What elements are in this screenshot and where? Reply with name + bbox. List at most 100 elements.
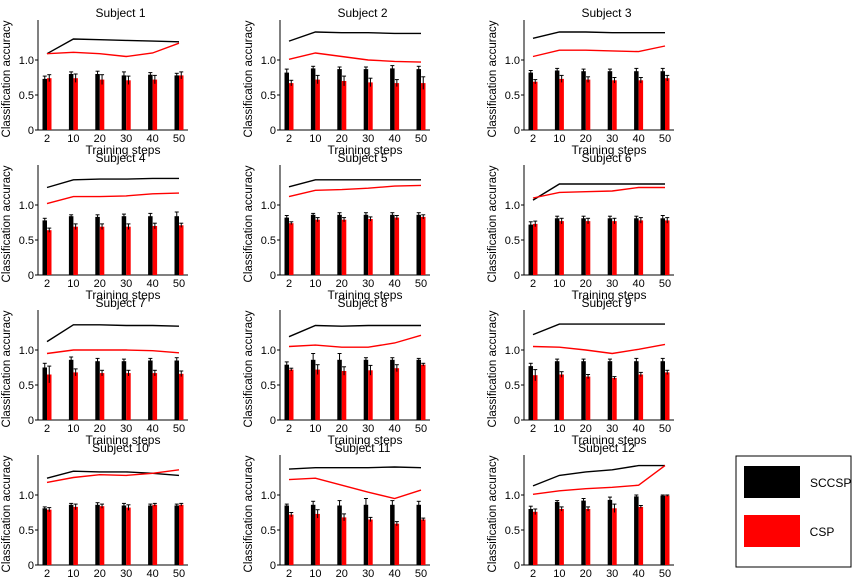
bar-sccsp-20 [581, 71, 586, 130]
bar-sccsp-30 [363, 359, 369, 420]
legend: SCCSP CSP [735, 455, 852, 568]
bar-sccsp-10 [68, 216, 74, 275]
bar-sccsp-30 [607, 361, 613, 420]
bar-csp-50 [179, 373, 184, 420]
bar-csp-20 [341, 81, 347, 130]
x-tick-label: 50 [415, 423, 427, 435]
bar-csp-10 [559, 374, 564, 420]
bar-sccsp-30 [363, 214, 369, 275]
line-sccsp [46, 177, 179, 189]
y-axis-label: Classification accuracy [243, 20, 255, 137]
y-tick-label: 0 [28, 415, 34, 427]
bar-csp-50 [179, 504, 184, 565]
line-csp [46, 42, 180, 58]
x-tick-label: 2 [286, 133, 292, 145]
line-sccsp [46, 324, 180, 343]
y-tick-label: 0.5 [261, 235, 276, 247]
bar-csp-40 [638, 374, 644, 420]
bar-csp-40 [152, 504, 158, 565]
x-tick-label: 30 [362, 568, 374, 579]
x-tick-label: 50 [173, 568, 185, 579]
line-csp [288, 334, 422, 348]
x-tick-label: 30 [606, 423, 618, 435]
y-tick-label: 0.5 [261, 380, 276, 392]
chart-title: Subject 9 [581, 296, 631, 310]
x-axis-label: Training steps [572, 143, 647, 157]
bar-csp-10 [73, 506, 78, 565]
bar-sccsp-20 [95, 216, 100, 275]
x-tick-label: 40 [388, 278, 400, 290]
x-tick-label: 50 [173, 278, 185, 290]
line-csp [46, 192, 180, 205]
y-tick-label: 0.5 [19, 235, 34, 247]
bar-sccsp-20 [95, 504, 100, 565]
subplot-8: Subject 8 Classification accuracy 0 0.5 1.0 2… [243, 296, 430, 447]
line-csp [532, 186, 665, 199]
x-tick-label: 10 [553, 423, 565, 435]
x-tick-label: 2 [530, 133, 536, 145]
x-tick-label: 50 [659, 278, 671, 290]
x-tick-label: 30 [362, 278, 374, 290]
bar-csp-50 [665, 495, 670, 565]
subplot-3: Subject 3 Classification accuracy 0 0.5 1.0 2… [487, 6, 674, 157]
line-sccsp [46, 470, 180, 479]
x-tick-label: 2 [530, 278, 536, 290]
subplot-2: Subject 2 Classification accuracy 0 0.5 1.0 2… [243, 6, 430, 157]
y-tick-label: 1.0 [505, 345, 520, 357]
bar-sccsp-20 [95, 361, 100, 420]
bar-sccsp-2 [42, 78, 47, 130]
y-tick-label: 0.5 [505, 380, 520, 392]
bar-sccsp-2 [528, 366, 533, 420]
bar-csp-30 [612, 221, 617, 275]
bar-csp-10 [315, 369, 320, 420]
y-axis-label: Classification accuracy [487, 455, 499, 572]
y-tick-label: 0 [270, 125, 276, 137]
bar-sccsp-10 [68, 359, 74, 420]
bar-sccsp-40 [148, 505, 153, 565]
bar-sccsp-2 [528, 509, 533, 565]
x-tick-label: 50 [659, 133, 671, 145]
bar-sccsp-2 [528, 224, 533, 275]
x-tick-label: 50 [415, 133, 427, 145]
line-csp [288, 477, 422, 500]
bar-csp-50 [421, 83, 426, 130]
x-tick-label: 2 [286, 278, 292, 290]
chart-title: Subject 12 [578, 441, 635, 455]
bar-sccsp-40 [634, 361, 639, 420]
bar-sccsp-50 [660, 71, 665, 130]
bar-csp-30 [612, 80, 617, 130]
line-csp [532, 343, 666, 355]
y-tick-label: 1.0 [505, 200, 520, 212]
bar-csp-10 [559, 509, 564, 565]
x-tick-label: 50 [659, 568, 671, 579]
y-axis-label: Classification accuracy [487, 310, 499, 427]
x-tick-label: 40 [388, 568, 400, 579]
y-axis-label: Classification accuracy [1, 20, 13, 137]
y-tick-label: 0.5 [261, 525, 276, 537]
x-tick-label: 2 [44, 568, 50, 579]
bar-csp-50 [421, 364, 426, 420]
bar-sccsp-30 [121, 75, 127, 130]
line-csp [46, 469, 180, 484]
bar-csp-20 [99, 79, 105, 130]
bar-sccsp-2 [284, 505, 289, 565]
bar-sccsp-40 [148, 360, 153, 420]
y-tick-label: 1.0 [261, 490, 276, 502]
bar-sccsp-50 [660, 495, 665, 565]
y-tick-label: 1.0 [261, 345, 276, 357]
bar-sccsp-10 [554, 70, 560, 130]
bar-sccsp-30 [121, 505, 127, 565]
chart-title: Subject 11 [335, 441, 391, 455]
bar-csp-2 [289, 83, 294, 130]
x-tick-label: 40 [146, 568, 158, 579]
bar-csp-40 [152, 79, 158, 130]
y-tick-label: 0 [270, 560, 276, 572]
bar-csp-40 [394, 83, 400, 130]
bar-sccsp-40 [148, 216, 153, 275]
bar-sccsp-10 [554, 361, 560, 420]
y-tick-label: 0 [514, 415, 520, 427]
subplot-5: Subject 5 Classification accuracy 0 0.5 1.0 2… [243, 151, 430, 302]
x-tick-label: 50 [415, 568, 427, 579]
x-axis-label: Training steps [328, 143, 403, 157]
bar-csp-40 [638, 80, 644, 130]
